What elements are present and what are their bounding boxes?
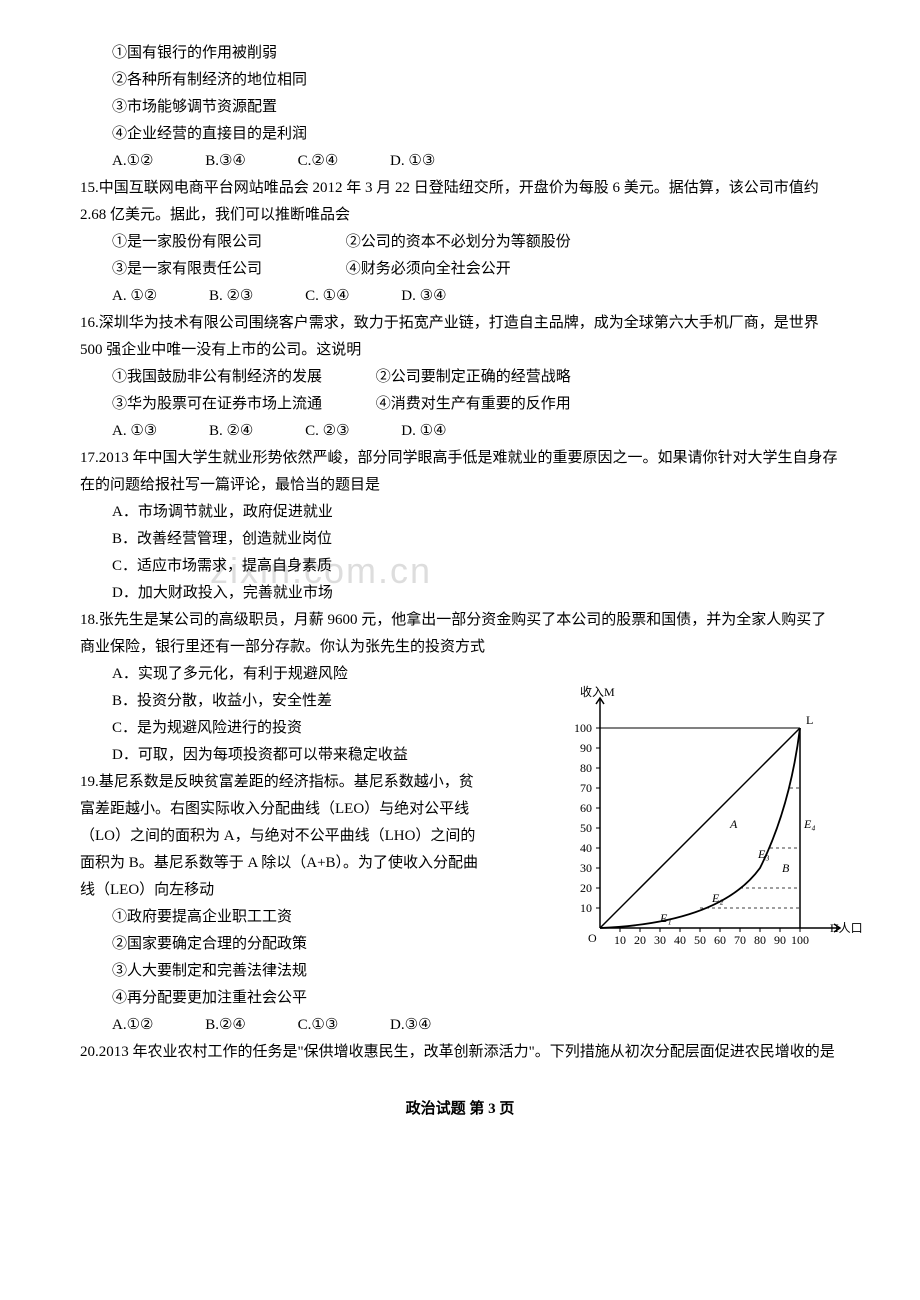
chart-L: L [806,713,813,727]
q14-opt-c[interactable]: C.②④ [298,148,339,175]
q19-sub-4: ④再分配要更加注重社会公平 [112,985,840,1012]
svg-text:90: 90 [774,933,786,947]
svg-text:30: 30 [580,861,592,875]
q20: 20.2013 年农业农村工作的任务是"保供增收惠民生，改革创新添活力"。下列措… [80,1039,840,1066]
q16-sub3: ③华为股票可在证券市场上流通 [112,391,372,418]
page-footer: 政治试题 第 3 页 [80,1096,840,1123]
q15-subs-row2: ③是一家有限责任公司 ④财务必须向全社会公开 [112,256,840,283]
q16-num: 16. [80,315,99,331]
q16-sub1: ①我国鼓励非公有制经济的发展 [112,364,372,391]
svg-text:100: 100 [791,933,809,947]
svg-text:10: 10 [580,901,592,915]
chart-region-A: A [729,817,738,831]
chart-E1: E₁ [659,911,672,925]
q14-sub-3: ③市场能够调节资源配置 [112,94,840,121]
chart-origin: O [588,931,597,945]
q16-options: A. ①③ B. ②④ C. ②③ D. ①④ [112,418,840,445]
q15-sub1: ①是一家股份有限公司 [112,229,342,256]
q20-stem: 2013 年农业农村工作的任务是"保供增收惠民生，改革创新添活力"。下列措施从初… [99,1044,835,1060]
q15: 15.中国互联网电商平台网站唯品会 2012 年 3 月 22 日登陆纽交所，开… [80,175,840,229]
svg-text:50: 50 [580,821,592,835]
q17-choice-c[interactable]: C．适应市场需求，提高自身素质 [112,553,840,580]
q16-opt-b[interactable]: B. ②④ [209,418,253,445]
q14-opt-a[interactable]: A.①② [112,148,153,175]
q16-sub2: ②公司要制定正确的经营战略 [376,369,571,385]
q14-opt-b[interactable]: B.③④ [205,148,246,175]
svg-text:20: 20 [580,881,592,895]
chart-y-label: 收入M [580,685,615,699]
svg-text:20: 20 [634,933,646,947]
q18: 18.张先生是某公司的高级职员，月薪 9600 元，他拿出一部分资金购买了本公司… [80,607,840,661]
q19-options: A.①② B.②④ C.①③ D.③④ [112,1012,840,1039]
svg-text:40: 40 [674,933,686,947]
q16-subs-row2: ③华为股票可在证券市场上流通 ④消费对生产有重要的反作用 [112,391,840,418]
chart-region-B: B [782,861,790,875]
q19-opt-c[interactable]: C.①③ [298,1012,339,1039]
q15-sub3: ③是一家有限责任公司 [112,256,342,283]
q15-opt-c[interactable]: C. ①④ [305,283,349,310]
q15-options: A. ①② B. ②③ C. ①④ D. ③④ [112,283,840,310]
q14-options: A.①② B.③④ C.②④ D. ①③ [112,148,840,175]
q17-num: 17. [80,450,99,466]
svg-text:40: 40 [580,841,592,855]
q15-stem: 中国互联网电商平台网站唯品会 2012 年 3 月 22 日登陆纽交所，开盘价为… [80,180,819,223]
chart-x-label: H人口 [830,921,863,935]
gini-chart: 10 20 30 40 50 60 70 80 90 100 10 20 30 … [560,678,880,978]
svg-text:10: 10 [614,933,626,947]
q18-num: 18. [80,612,99,628]
q16-opt-d[interactable]: D. ①④ [401,418,446,445]
q20-num: 20. [80,1044,99,1060]
chart-E4: E₄ [803,817,816,831]
chart-E3: E₃ [757,847,770,861]
q15-opt-d[interactable]: D. ③④ [401,283,446,310]
q17-choice-a[interactable]: A．市场调节就业，政府促进就业 [112,499,840,526]
svg-text:30: 30 [654,933,666,947]
q15-opt-a[interactable]: A. ①② [112,283,157,310]
svg-text:60: 60 [580,801,592,815]
q19-opt-a[interactable]: A.①② [112,1012,153,1039]
svg-text:90: 90 [580,741,592,755]
q16-opt-c[interactable]: C. ②③ [305,418,349,445]
q17-choice-b[interactable]: B．改善经营管理，创造就业岗位 [112,526,840,553]
q15-num: 15. [80,180,99,196]
q17-choice-d[interactable]: D．加大财政投入，完善就业市场 [112,580,840,607]
q18-stem: 张先生是某公司的高级职员，月薪 9600 元，他拿出一部分资金购买了本公司的股票… [80,612,826,655]
q19: 19.基尼系数是反映贫富差距的经济指标。基尼系数越小，贫富差距越小。右图实际收入… [80,769,480,904]
q16-subs-row1: ①我国鼓励非公有制经济的发展 ②公司要制定正确的经营战略 [112,364,840,391]
q14-sub-1: ①国有银行的作用被削弱 [112,40,840,67]
svg-text:70: 70 [580,781,592,795]
q16-stem: 深圳华为技术有限公司围绕客户需求，致力于拓宽产业链，打造自主品牌，成为全球第六大… [80,315,819,358]
q15-sub2: ②公司的资本不必划分为等额股份 [346,234,571,250]
q19-opt-b[interactable]: B.②④ [205,1012,246,1039]
svg-text:100: 100 [574,721,592,735]
q16-opt-a[interactable]: A. ①③ [112,418,157,445]
q16: 16.深圳华为技术有限公司围绕客户需求，致力于拓宽产业链，打造自主品牌，成为全球… [80,310,840,364]
chart-E2: E₂ [711,891,724,905]
q19-num: 19. [80,774,99,790]
q14-sub-4: ④企业经营的直接目的是利润 [112,121,840,148]
q14-opt-d[interactable]: D. ①③ [390,148,435,175]
svg-text:70: 70 [734,933,746,947]
q19-stem: 基尼系数是反映贫富差距的经济指标。基尼系数越小，贫富差距越小。右图实际收入分配曲… [80,774,478,898]
q17-stem: 2013 年中国大学生就业形势依然严峻，部分同学眼高手低是难就业的重要原因之一。… [80,450,838,493]
svg-text:50: 50 [694,933,706,947]
q15-sub4: ④财务必须向全社会公开 [346,261,511,277]
svg-text:80: 80 [580,761,592,775]
q14-sub-2: ②各种所有制经济的地位相同 [112,67,840,94]
q17: 17.2013 年中国大学生就业形势依然严峻，部分同学眼高手低是难就业的重要原因… [80,445,840,499]
q15-subs-row1: ①是一家股份有限公司 ②公司的资本不必划分为等额股份 [112,229,840,256]
svg-text:60: 60 [714,933,726,947]
svg-text:80: 80 [754,933,766,947]
q19-opt-d[interactable]: D.③④ [390,1012,431,1039]
q15-opt-b[interactable]: B. ②③ [209,283,253,310]
q16-sub4: ④消费对生产有重要的反作用 [376,396,571,412]
